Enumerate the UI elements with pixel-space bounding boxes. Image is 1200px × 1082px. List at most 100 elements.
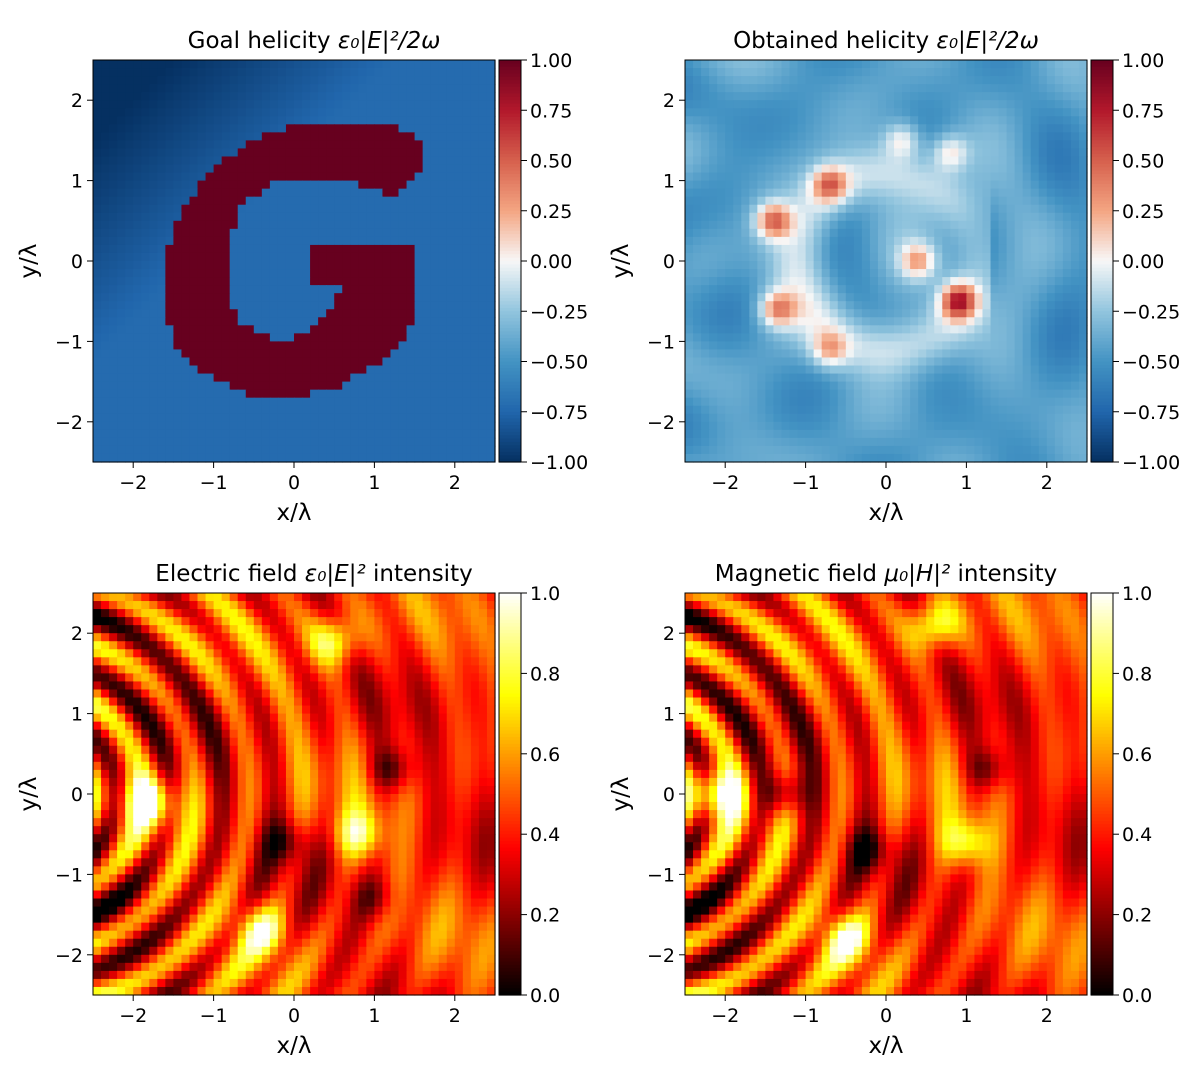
heatmap-cell	[398, 220, 408, 230]
heatmap-cell	[269, 156, 279, 166]
heatmap-cell	[398, 357, 408, 367]
heatmap-cell	[805, 429, 815, 439]
heatmap-cell	[342, 421, 351, 431]
heatmap-cell	[845, 421, 855, 431]
heatmap-cell	[701, 76, 710, 85]
heatmap-cell	[454, 68, 464, 77]
heatmap-cell	[430, 92, 440, 101]
heatmap-cell	[910, 285, 919, 294]
heatmap-cell	[1078, 365, 1088, 375]
heatmap-cell	[1078, 220, 1088, 230]
heatmap-cell	[773, 204, 783, 214]
heatmap-cell	[318, 437, 327, 447]
heatmap-cell	[109, 365, 118, 375]
heatmap-cell	[749, 293, 758, 302]
heatmap-cell	[318, 196, 327, 206]
heatmap-cell	[342, 277, 351, 286]
heatmap-cell	[926, 100, 935, 109]
heatmap-cell	[149, 421, 158, 431]
heatmap-cell	[350, 100, 359, 109]
heatmap-cell	[261, 333, 271, 342]
heatmap-cell	[406, 285, 416, 294]
heatmap-cell	[350, 277, 359, 286]
heatmap-cell	[1014, 196, 1024, 206]
heatmap-cell	[205, 100, 215, 109]
heatmap-cell	[438, 389, 448, 399]
heatmap-cell	[902, 389, 911, 399]
heatmap-cell	[93, 437, 102, 447]
heatmap-cell	[1014, 236, 1024, 246]
heatmap-cell	[685, 397, 694, 407]
heatmap-cell	[326, 301, 335, 310]
heatmap-cell	[334, 389, 343, 399]
heatmap-cell	[310, 269, 319, 278]
heatmap-cell	[318, 413, 327, 423]
heatmap-cell	[942, 212, 951, 222]
heatmap-cell	[829, 116, 839, 125]
heatmap-cell	[141, 220, 150, 230]
heatmap-cell	[93, 285, 102, 294]
heatmap-cell	[398, 108, 408, 117]
heatmap-cell	[149, 357, 158, 367]
heatmap-cell	[406, 365, 416, 375]
heatmap-cell	[350, 196, 359, 206]
heatmap-cell	[741, 293, 750, 302]
heatmap-cell	[310, 188, 319, 198]
heatmap-cell	[1030, 293, 1040, 302]
heatmap-cell	[318, 220, 327, 230]
heatmap-cell	[302, 84, 311, 93]
heatmap-cell	[277, 116, 287, 125]
heatmap-cell	[318, 365, 327, 375]
heatmap-cell	[966, 317, 976, 326]
heatmap-cell	[486, 156, 496, 166]
heatmap-cell	[302, 453, 311, 463]
heatmap-cell	[181, 277, 191, 286]
heatmap-cell	[821, 285, 831, 294]
heatmap-cell	[285, 164, 295, 174]
heatmap-cell	[285, 381, 295, 391]
heatmap-cell	[910, 252, 919, 262]
heatmap-cell	[374, 413, 384, 423]
heatmap-cell	[773, 301, 783, 310]
heatmap-cell	[934, 172, 943, 182]
colorbar-segment	[499, 374, 521, 379]
heatmap-cell	[821, 301, 831, 310]
heatmap-cell	[382, 365, 392, 375]
heatmap-cell	[725, 261, 734, 270]
heatmap-cell	[733, 108, 742, 117]
heatmap-cell	[821, 333, 831, 342]
heatmap-cell	[366, 373, 375, 383]
heatmap-cell	[149, 277, 158, 286]
heatmap-cell	[173, 68, 183, 77]
heatmap-cell	[733, 68, 742, 77]
heatmap-cell	[189, 148, 199, 158]
heatmap-cell	[398, 413, 408, 423]
heatmap-cell	[229, 421, 239, 431]
heatmap-cell	[717, 124, 726, 133]
heatmap-cell	[350, 84, 359, 93]
heatmap-cell	[1078, 180, 1088, 190]
heatmap-cell	[998, 108, 1008, 117]
heatmap-cell	[1038, 389, 1048, 399]
heatmap-cell	[478, 132, 488, 141]
heatmap-cell	[93, 116, 102, 125]
heatmap-cell	[93, 124, 102, 133]
heatmap-cell	[310, 148, 319, 158]
heatmap-cell	[406, 124, 416, 133]
heatmap-cell	[902, 84, 911, 93]
heatmap-cell	[358, 261, 367, 270]
heatmap-cell	[982, 389, 992, 399]
heatmap-cell	[982, 172, 992, 182]
heatmap-cell	[886, 164, 895, 174]
heatmap-cell	[966, 236, 976, 246]
heatmap-cell	[326, 293, 335, 302]
heatmap-cell	[749, 252, 758, 262]
heatmap-cell	[197, 325, 207, 334]
heatmap-cell	[765, 180, 775, 190]
heatmap-cell	[478, 397, 488, 407]
heatmap-cell	[813, 333, 823, 342]
heatmap-cell	[974, 164, 984, 174]
heatmap-cell	[861, 365, 871, 375]
heatmap-cell	[334, 405, 343, 415]
heatmap-cell	[974, 180, 984, 190]
